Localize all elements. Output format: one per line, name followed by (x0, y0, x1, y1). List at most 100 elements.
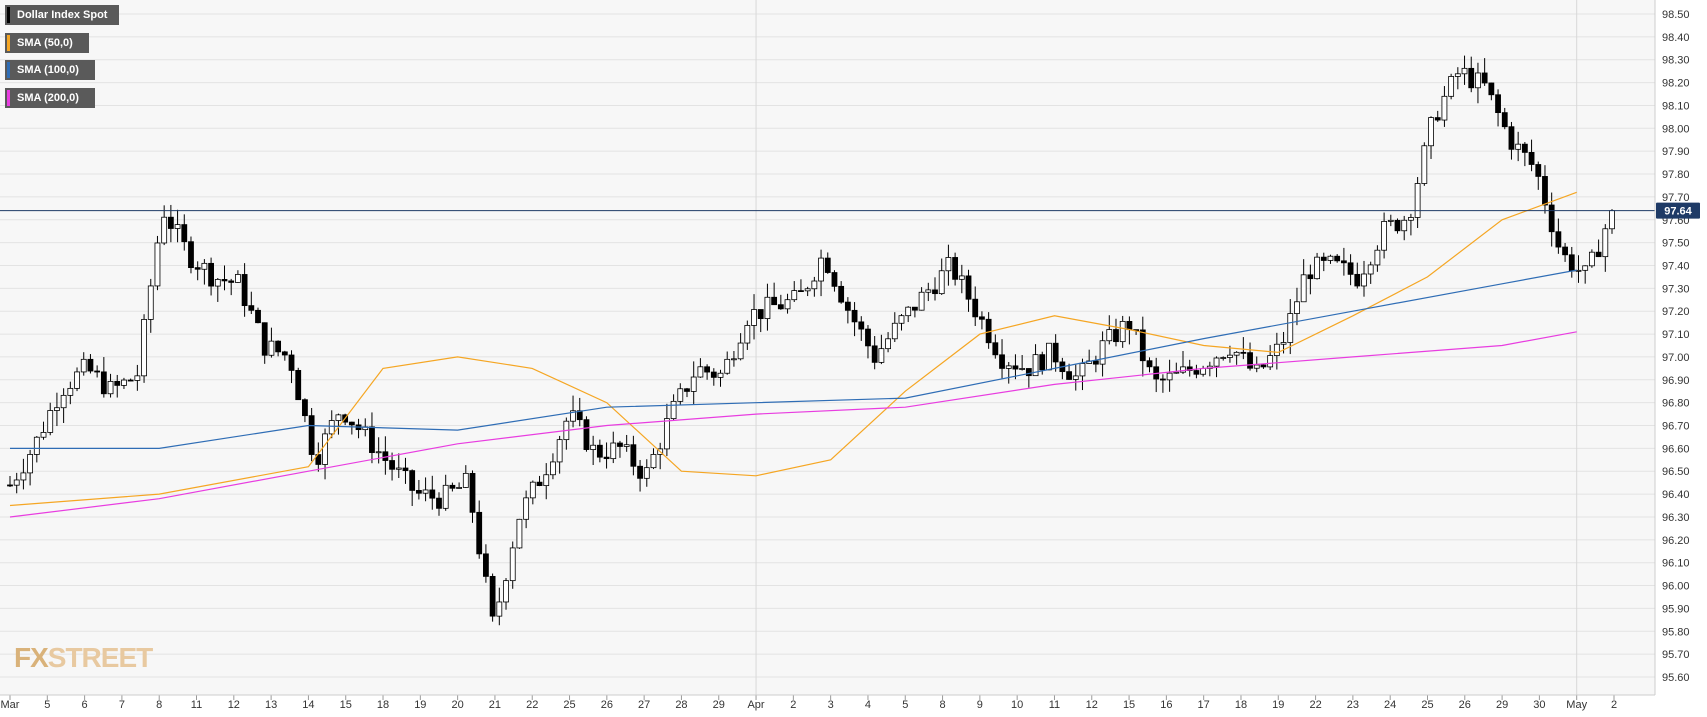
x-tick-label: 3 (828, 699, 834, 711)
candle-up (74, 371, 80, 389)
candle-down (429, 489, 436, 499)
legend-label: SMA (200,0) (17, 92, 79, 104)
candle-down (824, 257, 831, 273)
candle-up (1381, 221, 1388, 251)
candle-up (804, 288, 811, 292)
candle-up (898, 315, 905, 324)
legend-item-sma200: SMA (200,0) (5, 88, 95, 108)
candle-down (1146, 360, 1153, 368)
candle-down (952, 257, 959, 280)
legend-swatch (7, 90, 10, 106)
legend-swatch (7, 62, 10, 78)
candle-up (174, 224, 181, 229)
y-tick-label: 95.80 (1662, 626, 1690, 638)
candle-down (1535, 164, 1542, 177)
y-tick-label: 96.30 (1662, 512, 1690, 524)
x-axis: Mar 5 6 7 8 11 12 13 14 15 18 19 20 21 22 25 26 27 28 29 Apr… (1, 695, 1617, 711)
candle-down (288, 354, 295, 371)
candle-up (1180, 366, 1186, 373)
candle-up (1374, 249, 1381, 266)
candle-up (33, 436, 40, 455)
y-tick-label: 97.90 (1662, 146, 1690, 158)
x-tick-label: 20 (452, 699, 464, 711)
candle-up (1602, 228, 1609, 258)
legend-label: Dollar Index Spot (17, 9, 108, 21)
candle-down (100, 371, 107, 395)
last-price-marker: 97.64 (0, 202, 1700, 219)
y-tick-label: 98.50 (1662, 9, 1690, 21)
legend-swatch (7, 7, 10, 23)
candle-up (1046, 342, 1052, 371)
candle-up (1475, 72, 1481, 89)
candle-down (1126, 320, 1133, 331)
candle-up (1005, 365, 1012, 369)
candle-up (958, 275, 965, 280)
x-tick-label: 5 (902, 699, 908, 711)
candle-up (456, 487, 462, 489)
candle-down (1488, 82, 1495, 96)
candles (7, 55, 1615, 626)
candle-down (228, 280, 235, 283)
candle-down (1501, 112, 1508, 128)
candle-up (1280, 342, 1287, 345)
candle-up (670, 400, 677, 420)
x-tick-label: 28 (675, 699, 687, 711)
candle-down (94, 370, 101, 373)
candle-down (1555, 231, 1562, 248)
candle-down (1193, 370, 1200, 375)
candle-up (891, 322, 898, 340)
candle-down (7, 484, 13, 487)
last-price-badge (1656, 202, 1700, 219)
candle-up (878, 348, 885, 363)
candle-up (1166, 372, 1173, 381)
y-tick-label: 97.20 (1662, 306, 1690, 318)
candle-up (643, 467, 650, 479)
candle-up (1233, 351, 1240, 356)
fxstreet-logo: FXSTREET (14, 642, 153, 673)
candle-up (1173, 371, 1180, 374)
candle-up (690, 376, 697, 392)
candle-down (1039, 354, 1046, 371)
y-tick-label: 97.40 (1662, 260, 1690, 272)
candle-up (1072, 375, 1079, 380)
candle-down (127, 379, 134, 382)
candle-down (295, 370, 302, 401)
x-tick-label: 29 (713, 699, 725, 711)
candle-up (395, 467, 402, 470)
candle-down (389, 460, 395, 470)
candle-down (1247, 352, 1253, 369)
candle-down (757, 309, 764, 320)
y-tick-label: 97.50 (1662, 238, 1690, 250)
candle-down (1025, 368, 1032, 377)
candle-down (637, 465, 643, 479)
x-tick-label: 9 (977, 699, 983, 711)
x-tick-label: 4 (865, 699, 871, 711)
candle-down (221, 279, 228, 282)
candle-down (1334, 255, 1341, 262)
candle-up (1327, 255, 1334, 261)
candle-up (905, 306, 912, 317)
candle-down (798, 290, 804, 293)
candle-down (1508, 126, 1515, 150)
y-tick-label: 96.60 (1662, 443, 1690, 455)
candle-down (1495, 94, 1501, 114)
candle-down (449, 484, 456, 489)
x-tick-label: 25 (563, 699, 575, 711)
candle-down (308, 415, 315, 455)
candle-up (751, 309, 757, 326)
candle-down (911, 306, 918, 311)
candle-down (704, 366, 711, 373)
candle-down (248, 305, 255, 311)
candle-up (322, 433, 328, 465)
candle-down (1160, 378, 1166, 381)
x-tick-label: 12 (1086, 699, 1098, 711)
legend-swatch (7, 35, 10, 51)
candle-up (141, 319, 147, 377)
candle-down (1542, 176, 1548, 206)
candle-up (744, 325, 751, 344)
candle-down (871, 345, 878, 363)
candle-up (1588, 251, 1595, 267)
candle-up (1294, 301, 1300, 314)
y-tick-label: 98.40 (1662, 32, 1690, 44)
